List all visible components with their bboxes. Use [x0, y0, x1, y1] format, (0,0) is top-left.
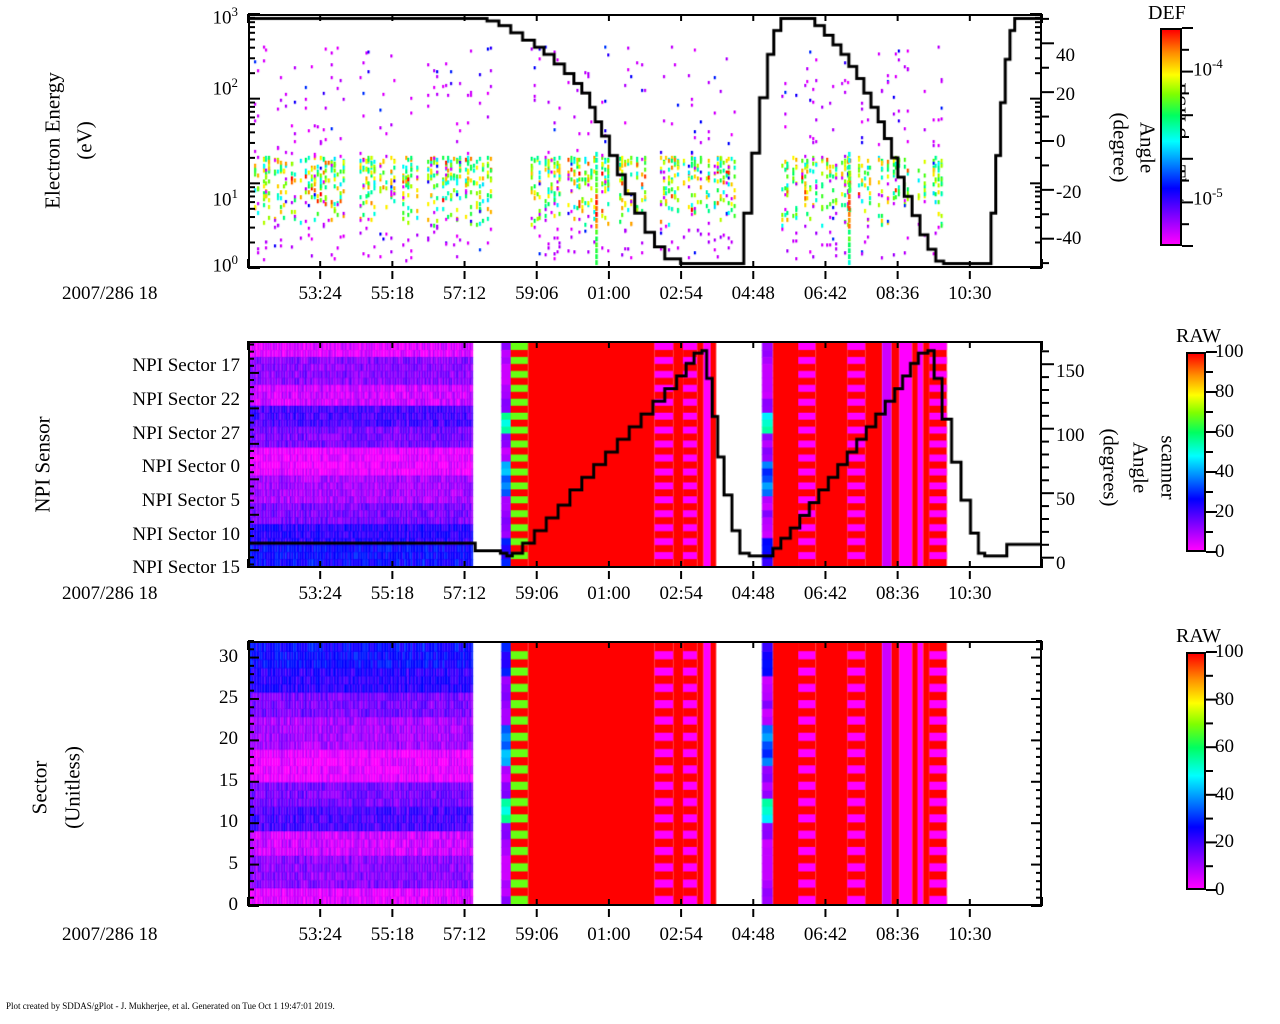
colorbar-tick-label: 100	[1215, 341, 1244, 362]
colorbar-tick-label: 20	[1215, 501, 1234, 522]
xtick-label: 04:48	[731, 283, 775, 304]
panel2-ytick-s5: NPI Sector 5	[141, 490, 240, 511]
xtick-label: 55:18	[370, 583, 414, 604]
panel2-right-tick-0: 0	[1056, 553, 1066, 574]
colorbar-tick-label: 20	[1215, 831, 1234, 853]
panel1-right-tick-m40: -40	[1056, 228, 1082, 249]
xtick-label: 02:54	[659, 283, 703, 304]
xtick-label: 59:06	[515, 283, 559, 304]
xtick-label: 57:12	[442, 924, 487, 945]
colorbar-tick-label: 80	[1215, 381, 1234, 402]
panel1-ytick-100: 102	[212, 75, 238, 100]
panel2-cb-title: RAW	[1176, 325, 1222, 347]
panel2-right-tick-150: 150	[1056, 361, 1085, 382]
panel2-ytick-s22: NPI Sector 22	[132, 389, 240, 410]
xtick-label: 10:30	[948, 924, 992, 945]
xtick-label: 01:00	[587, 583, 631, 604]
plot-frame-1	[248, 14, 1042, 268]
panel3-ylabel-unit: (Unitless)	[60, 746, 85, 829]
panel3-cb-title: RAW	[1176, 625, 1222, 647]
panel2-ytick-s27: NPI Sector 27	[132, 423, 240, 444]
xtick-label: 08:36	[875, 283, 920, 304]
panel1-ylabel-unit-text: (eV)	[72, 121, 97, 160]
xtick-label: 06:42	[803, 924, 848, 945]
panel2-right-tick-50: 50	[1056, 489, 1075, 510]
panel1-right-label-degree: (degree)	[1108, 112, 1133, 183]
panel2-ytick-s10: NPI Sector 10	[132, 524, 240, 545]
xtick-label: 10:30	[948, 583, 992, 604]
xtick-label: 53:24	[298, 283, 342, 304]
colorbar-tick-label: 80	[1215, 688, 1234, 710]
panel2-right-tick-100: 100	[1056, 425, 1085, 446]
panel1-colorbar	[1160, 28, 1182, 246]
panel2-right-label-scanner: scanner	[1156, 435, 1181, 500]
colorbar-tick-label: 60	[1215, 421, 1234, 442]
panel1-right-label-angle: Angle	[1135, 121, 1160, 174]
xtick-label: 53:24	[298, 924, 342, 945]
xtick-label: 04:48	[731, 583, 775, 604]
panel1-date-label: 2007/286 18	[62, 283, 158, 304]
panel1-ylabel-text: Electron Energy	[40, 72, 65, 209]
plot-frame-2	[248, 341, 1042, 568]
colorbar-tick-label: 100	[1215, 641, 1244, 662]
panel3-colorbar	[1186, 652, 1206, 890]
panel1-ytick-1000: 103	[212, 4, 238, 29]
panel2-colorbar	[1186, 352, 1206, 552]
xtick-label: 55:18	[370, 283, 414, 304]
spectrogram-canvas-1	[250, 16, 1040, 266]
xtick-label: 08:36	[875, 924, 920, 945]
xtick-label: 57:12	[442, 283, 487, 304]
panel1-ylabel: Electron Energy	[41, 36, 66, 246]
xtick-label: 06:42	[803, 583, 848, 604]
xtick-label: 10:30	[948, 283, 992, 304]
xtick-label: 01:00	[587, 283, 631, 304]
panel1-ytick-10: 101	[212, 186, 238, 211]
spectrogram-canvas-2	[250, 343, 1040, 566]
panel3-ytick-label: 25	[219, 686, 238, 708]
xtick-label: 55:18	[370, 924, 414, 945]
panel1-right-tick-40: 40	[1056, 45, 1075, 66]
panel3-ylabel: Sector	[27, 760, 52, 815]
panel3-ytick-label: 5	[228, 852, 239, 874]
panel2-ytick-s15: NPI Sector 15	[132, 557, 240, 578]
panel1-right-tick-0: 0	[1056, 131, 1066, 152]
panel1-cb-title: DEF	[1148, 2, 1186, 24]
panel1-ylabel-unit: (eV)	[73, 36, 98, 246]
colorbar-tick-label: 0	[1215, 879, 1225, 900]
plot-frame-3	[248, 641, 1042, 906]
panel3-date-label: 2007/286 18	[62, 924, 158, 945]
panel3-ytick-label: 30	[219, 645, 238, 667]
panel2-right-label-angle: Angle	[1128, 441, 1153, 494]
panel1-ytick-1: 100	[212, 252, 238, 277]
xtick-label: 08:36	[875, 583, 920, 604]
xtick-label: 59:06	[515, 924, 559, 945]
panel2-right-label-degrees: (degrees)	[1098, 428, 1123, 507]
spectrogram-canvas-3	[250, 643, 1040, 904]
xtick-label: 59:06	[515, 583, 559, 604]
xtick-label: 02:54	[659, 583, 703, 604]
colorbar-tick-label: 60	[1215, 736, 1234, 758]
panel2-ylabel: NPI Sensor	[30, 416, 55, 513]
colorbar-tick-label: 40	[1215, 783, 1234, 805]
colorbar-tick-label: 40	[1215, 461, 1234, 482]
xtick-label: 04:48	[731, 924, 775, 945]
panel2-ytick-s0: NPI Sector 0	[141, 456, 240, 477]
xtick-label: 53:24	[298, 583, 342, 604]
figure-footer: Plot created by SDDAS/gPlot - J. Mukherj…	[6, 1001, 335, 1011]
panel1-right-tick-20: 20	[1056, 84, 1075, 105]
panel3-ytick-label: 15	[219, 769, 238, 791]
xtick-label: 57:12	[442, 583, 487, 604]
panel1-right-tick-m20: -20	[1056, 182, 1082, 203]
panel3-ytick-label: 0	[228, 894, 239, 915]
panel3-ytick-label: 10	[219, 811, 238, 833]
panel1-cb-tick-1e-4: 10-4	[1193, 56, 1223, 81]
panel1-cb-tick-1e-5: 10-5	[1193, 185, 1223, 210]
panel2-date-label: 2007/286 18	[62, 583, 158, 604]
xtick-label: 02:54	[659, 924, 703, 945]
xtick-label: 06:42	[803, 283, 848, 304]
panel2-ytick-s17: NPI Sector 17	[132, 355, 240, 376]
colorbar-tick-label: 0	[1215, 541, 1225, 562]
panel3-ytick-label: 20	[219, 728, 238, 750]
xtick-label: 01:00	[587, 924, 631, 945]
